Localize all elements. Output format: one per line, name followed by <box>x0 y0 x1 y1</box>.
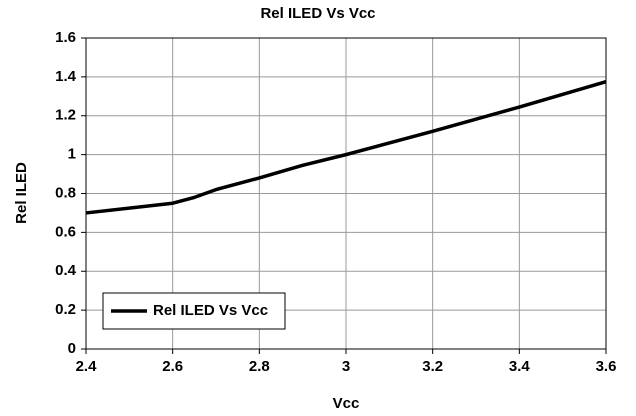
x-tick-label: 3 <box>342 358 350 375</box>
plot-frame <box>85 37 607 350</box>
y-tick-label: 0.6 <box>55 223 76 240</box>
y-tick-label: 1.4 <box>55 68 77 85</box>
y-tick-label: 1 <box>68 146 76 163</box>
x-axis-label: Vcc <box>333 395 360 412</box>
y-tick-label: 1.6 <box>55 29 76 46</box>
y-tick-label: 0 <box>68 340 76 357</box>
x-tick-label: 2.8 <box>249 358 270 375</box>
x-tick-label: 2.4 <box>76 358 98 375</box>
y-tick-label: 0.2 <box>55 301 76 318</box>
y-tick-label: 0.4 <box>55 262 77 279</box>
chart-title: Rel ILED Vs Vcc <box>260 5 375 22</box>
x-tick-label: 3.2 <box>422 358 443 375</box>
y-tick-label: 1.2 <box>55 107 76 124</box>
x-tick-label: 3.4 <box>509 358 531 375</box>
data-line <box>85 80 607 215</box>
x-tick-label: 2.6 <box>162 358 183 375</box>
y-axis-label: Rel ILED <box>13 162 30 224</box>
y-tick-label: 0.8 <box>55 184 76 201</box>
legend-label: Rel ILED Vs Vcc <box>153 302 268 319</box>
x-tick-label: 3.6 <box>596 358 617 375</box>
